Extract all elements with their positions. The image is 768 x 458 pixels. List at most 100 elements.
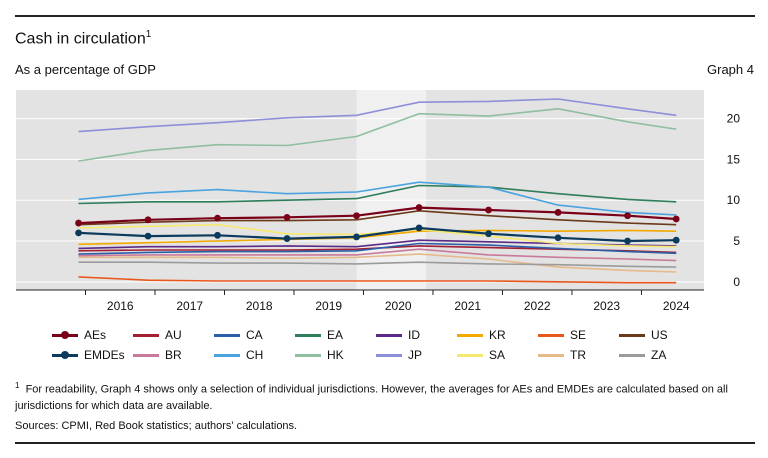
- x-tick-label-2023: 2023: [593, 299, 620, 313]
- legend-swatch: [133, 350, 159, 360]
- graph-label: Graph 4: [707, 62, 754, 77]
- legend-line: [457, 334, 483, 337]
- legend-label: JP: [408, 348, 423, 362]
- chart-subtitle: As a percentage of GDP: [15, 62, 156, 77]
- legend-item-JP: JP: [376, 347, 422, 363]
- series-line-ZA: [78, 261, 677, 268]
- series-line-JP: [78, 98, 677, 133]
- legend-item-US: US: [619, 327, 668, 343]
- series-line-US: [78, 210, 677, 226]
- x-tick-label-2017: 2017: [176, 299, 203, 313]
- series-point-EMDEs-4: [353, 233, 360, 241]
- chart-title: Cash in circulation1: [15, 29, 151, 48]
- legend-item-EA: EA: [295, 327, 343, 343]
- y-tick-label-10: 10: [727, 193, 741, 207]
- legend-swatch: [52, 330, 78, 340]
- legend-line: [214, 354, 240, 357]
- legend-item-BR: BR: [133, 347, 182, 363]
- legend-swatch: [457, 330, 483, 340]
- legend-swatch: [376, 350, 402, 360]
- x-tick-label-2024: 2024: [663, 299, 690, 313]
- legend-label: ZA: [651, 348, 667, 362]
- legend-swatch: [619, 330, 645, 340]
- legend-label: ID: [408, 328, 420, 342]
- legend-item-ZA: ZA: [619, 347, 666, 363]
- footnote-marker: 1: [15, 381, 20, 390]
- series-line-SE: [78, 276, 677, 284]
- x-tick-label-2021: 2021: [454, 299, 481, 313]
- series-point-EMDEs-2: [214, 231, 221, 239]
- legend-swatch: [133, 330, 159, 340]
- top-rule: [15, 15, 755, 17]
- legend-line: [619, 354, 645, 357]
- legend-line: [133, 334, 159, 337]
- x-tick-label-2016: 2016: [107, 299, 134, 313]
- legend-line: [295, 354, 321, 357]
- legend-line: [538, 334, 564, 337]
- series-line-KR: [78, 229, 677, 246]
- series-point-EMDEs-6: [485, 230, 492, 238]
- legend-label: US: [651, 328, 668, 342]
- legend-item-KR: KR: [457, 327, 506, 343]
- series-line-BR: [78, 248, 677, 262]
- legend-item-CA: CA: [214, 327, 263, 343]
- legend-item-SA: SA: [457, 347, 505, 363]
- series-point-EMDEs-5: [415, 224, 423, 232]
- legend-label: KR: [489, 328, 506, 342]
- legend-line: [214, 334, 240, 337]
- series-point-EMDEs-3: [283, 235, 291, 242]
- series-point-EMDEs-9: [672, 236, 680, 244]
- series-point-AEs-1: [144, 216, 152, 224]
- x-tick-label-2022: 2022: [524, 299, 551, 313]
- y-tick-label-5: 5: [733, 234, 740, 248]
- series-line-EA: [78, 184, 677, 205]
- legend-swatch: [214, 350, 240, 360]
- legend-line: [619, 334, 645, 337]
- y-tick-label-0: 0: [733, 275, 740, 289]
- legend-swatch: [295, 350, 321, 360]
- legend-marker: [61, 351, 69, 359]
- x-tick-label-2018: 2018: [246, 299, 273, 313]
- legend-label: BR: [165, 348, 182, 362]
- series-point-AEs-7: [554, 209, 562, 216]
- series-point-AEs-5: [415, 204, 423, 211]
- series-line-EMDEs: [78, 226, 677, 243]
- series-point-EMDEs-8: [624, 237, 631, 245]
- series-point-EMDEs-1: [144, 232, 152, 240]
- sources-note: Sources: CPMI, Red Book statistics; auth…: [15, 420, 298, 432]
- y-tick-label-20: 20: [727, 112, 741, 126]
- legend-label: TR: [570, 348, 586, 362]
- legend-label: HK: [327, 348, 344, 362]
- legend-swatch: [619, 350, 645, 360]
- legend-item-ID: ID: [376, 327, 420, 343]
- y-tick-label-15: 15: [727, 152, 741, 166]
- legend-label: EMDEs: [84, 348, 125, 362]
- title-footnote-marker: 1: [145, 29, 152, 40]
- legend-label: CA: [246, 328, 263, 342]
- legend-item-CH: CH: [214, 347, 263, 363]
- x-tick-label-2019: 2019: [315, 299, 342, 313]
- legend-line: [376, 334, 402, 337]
- legend-line: [457, 354, 483, 357]
- series-point-AEs-9: [672, 215, 680, 223]
- legend-item-TR: TR: [538, 347, 586, 363]
- legend-label: CH: [246, 348, 264, 362]
- legend-label: AU: [165, 328, 182, 342]
- legend-swatch: [214, 330, 240, 340]
- legend-item-AEs: AEs: [52, 327, 106, 343]
- legend-label: SE: [570, 328, 587, 342]
- legend-label: EA: [327, 328, 344, 342]
- series-line-CH: [78, 181, 677, 216]
- footnote-text: For readability, Graph 4 shows only a se…: [15, 383, 728, 412]
- legend-swatch: [295, 330, 321, 340]
- legend-label: SA: [489, 348, 506, 362]
- series-point-AEs-4: [353, 212, 360, 220]
- legend-item-EMDEs: EMDEs: [52, 347, 125, 363]
- legend-swatch: [52, 350, 78, 360]
- legend-line: [376, 354, 402, 357]
- bottom-rule: [15, 442, 755, 444]
- series-point-AEs-2: [214, 214, 221, 222]
- legend-item-SE: SE: [538, 327, 586, 343]
- series-point-AEs-8: [624, 212, 631, 220]
- series-line-HK: [78, 107, 677, 162]
